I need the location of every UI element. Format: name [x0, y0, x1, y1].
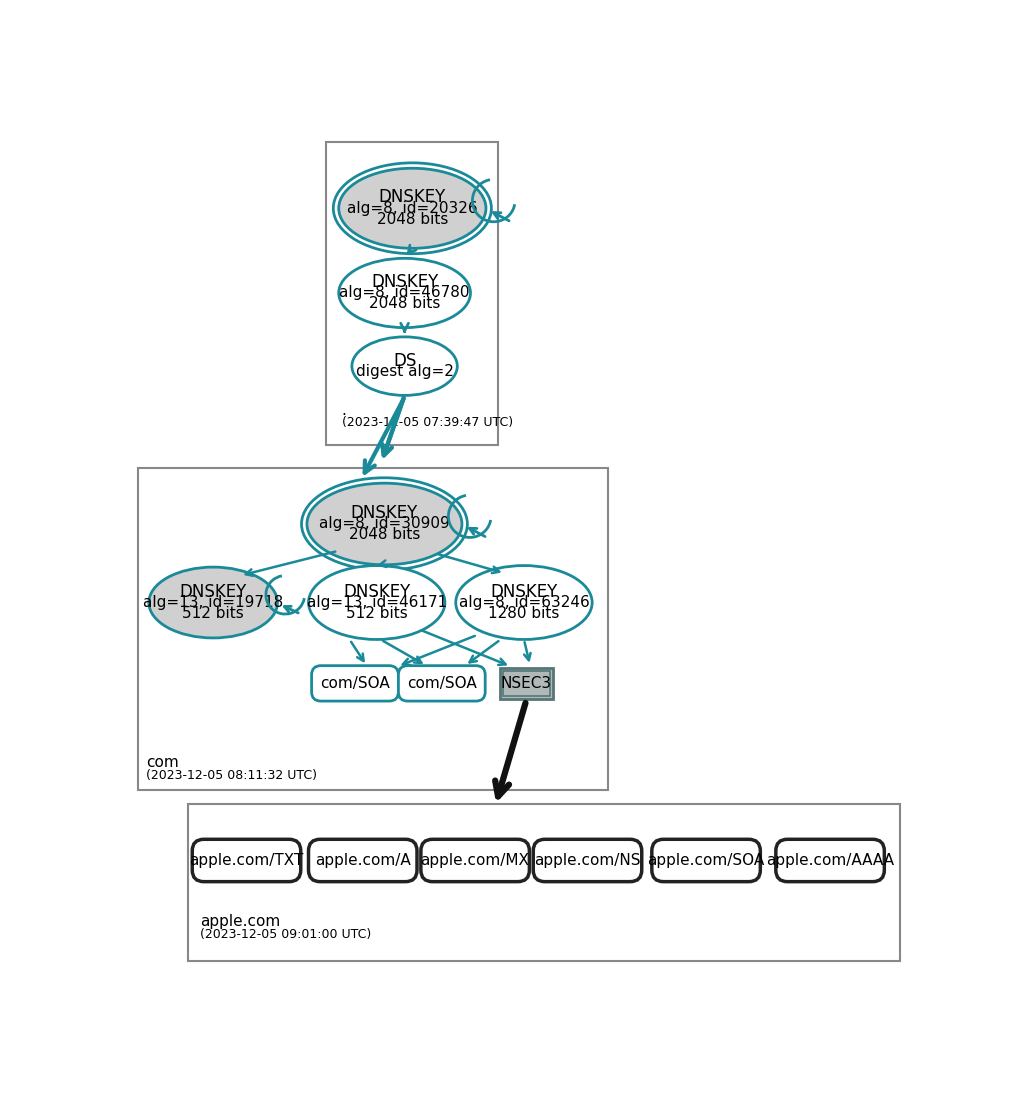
- Text: apple.com: apple.com: [200, 913, 280, 929]
- Text: alg=8, id=63246: alg=8, id=63246: [459, 595, 589, 610]
- Text: apple.com/NS: apple.com/NS: [534, 853, 641, 868]
- Text: 512 bits: 512 bits: [182, 606, 244, 620]
- Text: com: com: [146, 755, 179, 770]
- Ellipse shape: [456, 566, 592, 640]
- FancyBboxPatch shape: [311, 665, 398, 701]
- Text: DS: DS: [393, 352, 417, 370]
- Text: digest alg=2: digest alg=2: [356, 364, 454, 379]
- Text: com/SOA: com/SOA: [320, 676, 390, 691]
- Text: apple.com/SOA: apple.com/SOA: [647, 853, 764, 868]
- Text: .: .: [342, 403, 347, 418]
- Text: NSEC3: NSEC3: [500, 676, 552, 691]
- Text: alg=8, id=30909: alg=8, id=30909: [319, 516, 450, 532]
- Text: DNSKEY: DNSKEY: [351, 504, 419, 522]
- Bar: [503, 671, 550, 696]
- Bar: [137, 468, 609, 790]
- Ellipse shape: [307, 484, 462, 565]
- Bar: [327, 142, 498, 445]
- Text: 512 bits: 512 bits: [346, 606, 407, 620]
- Ellipse shape: [339, 168, 486, 248]
- Text: alg=8, id=46780: alg=8, id=46780: [340, 286, 470, 301]
- Ellipse shape: [149, 567, 277, 638]
- Text: alg=8, id=20326: alg=8, id=20326: [347, 201, 477, 216]
- Text: (2023-12-05 08:11:32 UTC): (2023-12-05 08:11:32 UTC): [146, 769, 316, 782]
- FancyBboxPatch shape: [398, 665, 485, 701]
- Ellipse shape: [339, 258, 470, 327]
- Text: DNSKEY: DNSKEY: [379, 188, 446, 207]
- Text: apple.com/AAAA: apple.com/AAAA: [766, 853, 894, 868]
- Text: 2048 bits: 2048 bits: [377, 211, 448, 226]
- Text: alg=13, id=46171: alg=13, id=46171: [306, 595, 447, 610]
- Text: apple.com/A: apple.com/A: [314, 853, 410, 868]
- Text: DNSKEY: DNSKEY: [343, 583, 410, 601]
- Text: (2023-12-05 07:39:47 UTC): (2023-12-05 07:39:47 UTC): [342, 416, 513, 429]
- Text: 2048 bits: 2048 bits: [369, 296, 440, 312]
- Bar: [188, 804, 900, 962]
- Text: 1280 bits: 1280 bits: [488, 606, 560, 620]
- FancyBboxPatch shape: [652, 839, 760, 882]
- Text: DNSKEY: DNSKEY: [490, 583, 558, 601]
- Text: apple.com/MX: apple.com/MX: [421, 853, 530, 868]
- FancyBboxPatch shape: [308, 839, 417, 882]
- FancyBboxPatch shape: [192, 839, 300, 882]
- FancyBboxPatch shape: [775, 839, 885, 882]
- Text: com/SOA: com/SOA: [406, 676, 476, 691]
- FancyBboxPatch shape: [421, 839, 530, 882]
- Text: apple.com/TXT: apple.com/TXT: [189, 853, 303, 868]
- Text: alg=13, id=19718: alg=13, id=19718: [143, 595, 283, 610]
- FancyBboxPatch shape: [533, 839, 642, 882]
- Ellipse shape: [308, 566, 445, 640]
- Ellipse shape: [352, 337, 457, 395]
- Text: DNSKEY: DNSKEY: [180, 583, 247, 601]
- Text: DNSKEY: DNSKEY: [371, 274, 438, 291]
- Text: 2048 bits: 2048 bits: [349, 527, 421, 543]
- Bar: [499, 668, 553, 699]
- Text: (2023-12-05 09:01:00 UTC): (2023-12-05 09:01:00 UTC): [200, 928, 371, 941]
